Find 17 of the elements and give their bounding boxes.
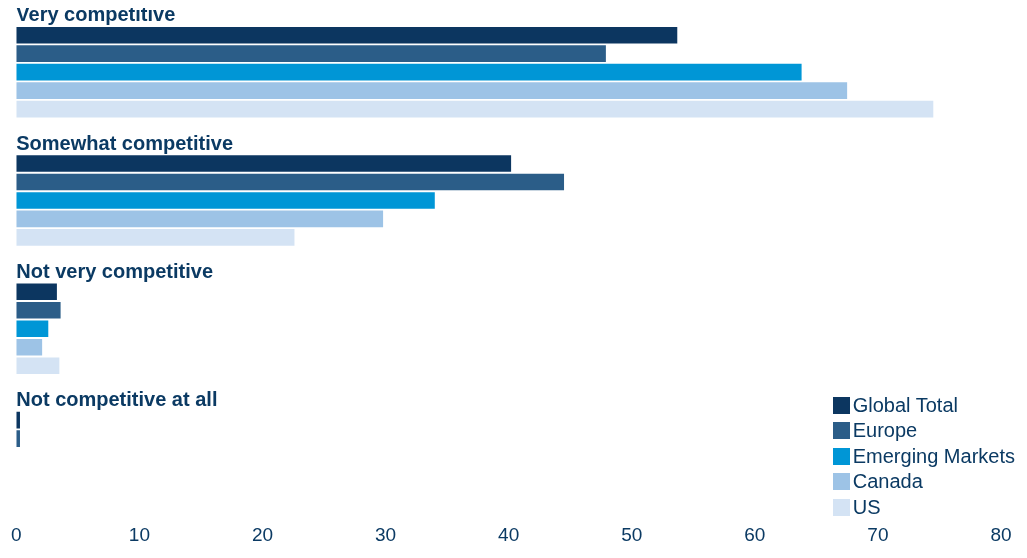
x-tick-label: 80 bbox=[990, 523, 1012, 545]
x-tick-label: 50 bbox=[621, 523, 643, 545]
legend-label: Emerging Markets bbox=[852, 443, 1015, 469]
x-tick-label: 30 bbox=[374, 523, 397, 545]
y-tick-label: Somewhat competitive bbox=[16, 131, 233, 154]
legend-label: Global Total bbox=[852, 392, 958, 418]
x-tick-label: 0 bbox=[10, 523, 22, 545]
legend-label: Canada bbox=[852, 469, 923, 494]
legend-label: Europe bbox=[852, 418, 918, 443]
x-tick-label: 60 bbox=[744, 523, 766, 545]
x-tick-label: 40 bbox=[498, 523, 520, 545]
x-tick-label: 10 bbox=[128, 523, 150, 545]
y-tick-label: Not competitive at all bbox=[16, 388, 218, 411]
y-tick-label: Not very competitive bbox=[16, 260, 214, 283]
x-tick-label: 20 bbox=[251, 523, 274, 545]
x-tick-label: 70 bbox=[867, 523, 889, 545]
legend-label: US bbox=[852, 494, 881, 520]
